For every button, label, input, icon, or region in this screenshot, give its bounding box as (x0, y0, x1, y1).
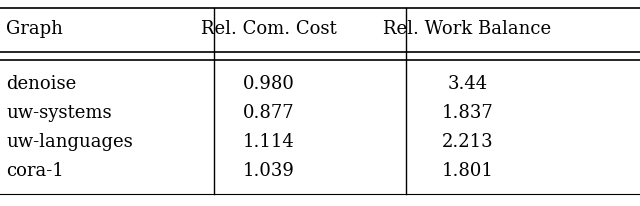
Text: uw-systems: uw-systems (6, 104, 112, 122)
Text: 1.039: 1.039 (243, 162, 295, 180)
Text: Rel. Work Balance: Rel. Work Balance (383, 20, 551, 38)
Text: 0.877: 0.877 (243, 104, 294, 122)
Text: Rel. Com. Cost: Rel. Com. Cost (201, 20, 337, 38)
Text: cora-1: cora-1 (6, 162, 64, 180)
Text: 0.980: 0.980 (243, 75, 295, 94)
Text: 3.44: 3.44 (447, 75, 487, 94)
Text: 1.801: 1.801 (441, 162, 493, 180)
Text: denoise: denoise (6, 75, 77, 94)
Text: uw-languages: uw-languages (6, 133, 133, 151)
Text: 1.837: 1.837 (442, 104, 493, 122)
Text: Graph: Graph (6, 20, 63, 38)
Text: 2.213: 2.213 (442, 133, 493, 151)
Text: 1.114: 1.114 (243, 133, 294, 151)
